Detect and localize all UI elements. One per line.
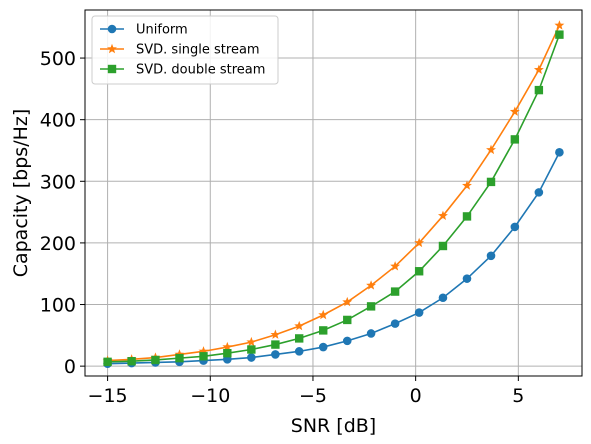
data-point <box>555 30 564 39</box>
x-tick-label: −5 <box>299 385 327 407</box>
data-point <box>246 336 257 347</box>
data-point <box>414 267 424 276</box>
data-point <box>222 341 233 352</box>
data-point <box>462 274 472 283</box>
data-point <box>127 357 136 366</box>
data-point <box>510 135 520 144</box>
data-point <box>342 336 352 346</box>
legend-marker <box>107 24 117 34</box>
data-point <box>247 345 256 354</box>
data-point <box>175 353 184 363</box>
data-point <box>390 319 400 328</box>
data-point <box>271 350 280 359</box>
data-point <box>390 261 401 271</box>
legend-marker <box>107 43 117 54</box>
data-point <box>366 329 376 338</box>
data-point <box>342 296 353 307</box>
data-point <box>414 237 425 248</box>
y-tick-label: 0 <box>64 356 76 378</box>
data-point <box>462 180 472 190</box>
data-point <box>318 342 328 352</box>
data-point <box>271 340 280 349</box>
data-point <box>151 355 160 365</box>
y-tick-label: 300 <box>40 171 76 193</box>
data-point <box>318 309 329 320</box>
data-point <box>390 287 400 296</box>
x-tick-label: −15 <box>88 385 128 407</box>
data-point <box>295 334 304 343</box>
y-tick-label: 400 <box>40 110 76 132</box>
legend-label: Uniform <box>136 23 188 38</box>
data-point <box>366 302 376 311</box>
series-2 <box>103 30 564 367</box>
legend-box <box>91 15 279 85</box>
data-point <box>555 148 564 157</box>
data-point <box>533 64 544 74</box>
data-point <box>319 326 328 335</box>
data-point <box>270 329 281 339</box>
legend-label: SVD. single stream <box>136 43 260 58</box>
y-tick-label: 100 <box>40 295 76 317</box>
data-point <box>509 106 520 116</box>
data-point <box>438 241 448 251</box>
data-point <box>247 353 256 362</box>
data-point <box>486 251 496 261</box>
x-axis-label: SNR [dB] <box>291 415 376 437</box>
data-point <box>438 210 448 220</box>
data-point <box>103 357 112 367</box>
data-point <box>534 188 544 197</box>
data-point <box>462 212 472 221</box>
y-tick-label: 500 <box>40 48 76 70</box>
data-point <box>554 20 565 30</box>
data-point <box>534 85 544 95</box>
data-point <box>199 352 208 361</box>
data-point <box>343 315 352 325</box>
legend-marker <box>107 64 117 74</box>
y-axis-label: Capacity [bps/Hz] <box>10 109 32 278</box>
plot-frame <box>84 9 583 377</box>
data-point <box>510 222 520 232</box>
series-line <box>107 25 561 362</box>
x-tick-label: 0 <box>410 385 422 407</box>
data-point <box>198 346 209 356</box>
legend-label: SVD. double stream <box>136 63 265 78</box>
series-layer <box>102 20 565 368</box>
data-point <box>414 308 424 317</box>
data-point <box>223 349 232 358</box>
data-point <box>294 320 305 331</box>
y-tick-label: 200 <box>40 233 76 255</box>
data-point <box>294 347 304 356</box>
data-point <box>486 144 496 155</box>
legend: Uniform SVD. single stream SVD. double str… <box>91 15 279 85</box>
data-point <box>366 280 377 290</box>
x-tick-label: 5 <box>512 385 524 407</box>
data-point <box>486 177 496 187</box>
data-point <box>438 293 448 303</box>
x-tick-label: −10 <box>190 385 230 407</box>
